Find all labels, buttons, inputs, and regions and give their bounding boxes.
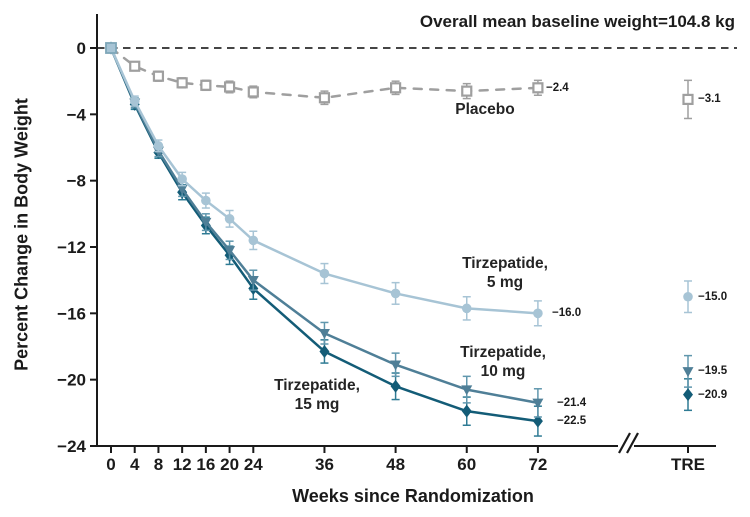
x-axis-tick-label: 12 <box>173 455 192 474</box>
placebo-series-label-text: Placebo <box>455 101 515 118</box>
placebo-week72-value-label: −2.4 <box>546 82 569 94</box>
series-placebo-marker <box>532 82 544 94</box>
x-axis-title: Weeks since Randomization <box>292 486 534 506</box>
tirzepatide-5mg-label-line1: Tirzepatide, <box>462 255 548 272</box>
tirzepatide-5mg-week72-value-label: −16.0 <box>552 307 582 319</box>
tirzepatide-15mg-label-line1: Tirzepatide, <box>274 377 360 394</box>
series-tirzepatide-5-mg-marker <box>224 214 235 224</box>
series-placebo-marker <box>152 70 165 82</box>
placebo-series-label: Placebo <box>435 100 535 119</box>
series-placebo-marker <box>247 86 259 98</box>
series-tirzepatide-5-mg-marker <box>248 235 259 246</box>
series-placebo-marker <box>200 79 212 91</box>
series-placebo-marker <box>129 60 141 72</box>
x-axis-tick-label: 0 <box>106 455 115 474</box>
series-tirzepatide-5-mg-marker <box>201 195 211 206</box>
x-axis-tick-label: 36 <box>315 455 334 474</box>
x-axis-tick-label: 72 <box>528 455 547 474</box>
series-placebo-marker <box>461 85 473 97</box>
series-placebo-marker <box>318 92 331 104</box>
baseline-weight-annotation: Overall mean baseline weight=104.8 kg <box>419 12 735 31</box>
series-placebo-marker <box>390 82 402 94</box>
series-tirzepatide-5-mg-marker <box>533 308 543 319</box>
series-tirzepatide-5-mg-marker <box>319 268 330 279</box>
series-tirzepatide-5-mg-marker <box>390 288 401 299</box>
y-axis-tick-label: −20 <box>57 371 86 390</box>
series-tirzepatide-10-mg-marker <box>224 246 236 257</box>
series-placebo-marker <box>223 81 236 93</box>
tirzepatide-10mg-label-line2: 10 mg <box>480 363 526 380</box>
series-tirzepatide-10-mg-marker <box>200 217 212 228</box>
series-placebo-line <box>109 46 540 99</box>
y-axis-tick-label: −8 <box>67 172 86 191</box>
x-axis-tick-label: 8 <box>154 455 163 474</box>
series-tirzepatide-5-mg-marker <box>461 303 472 314</box>
y-axis-tick-label: −24 <box>57 437 86 456</box>
y-axis-tick-label: −12 <box>57 238 86 257</box>
series-tirzepatide-10-mg-marker <box>532 398 544 409</box>
tirzepatide-5mg-series-label: Tirzepatide, 5 mg <box>445 254 565 292</box>
tirzepatide-15mg-series-label: Tirzepatide, 15 mg <box>257 376 377 414</box>
baseline-cluster-marker <box>105 42 117 54</box>
series-tirzepatide-10-mg-marker <box>318 329 330 340</box>
series-placebo-tre-marker <box>682 93 694 106</box>
series-tirzepatide-10-mg-marker <box>461 385 473 396</box>
series-tirzepatide-15-mg-marker <box>461 404 472 418</box>
y-axis-tick-label: −16 <box>57 304 86 323</box>
tirzepatide-10mg-week72-value-label: −21.4 <box>557 397 587 409</box>
y-axis-tick-label: 0 <box>77 39 86 58</box>
y-axis-tick-label: −4 <box>67 105 87 124</box>
series-tirzepatide-15-mg-marker <box>532 414 543 428</box>
x-axis-tick-label: 24 <box>244 455 263 474</box>
series-tirzepatide-15-mg-marker <box>390 379 401 393</box>
x-axis-tick-label: 4 <box>130 455 140 474</box>
series-tirzepatide-15-mg-marker <box>319 344 330 358</box>
series-tirzepatide-5-mg-marker <box>129 96 140 106</box>
tirzepatide-15mg-tre-value-label: −20.9 <box>698 389 728 401</box>
series-tirzepatide-10-mg-tre-marker <box>682 367 694 378</box>
x-axis-tick-label: 48 <box>386 455 405 474</box>
series-tirzepatide-10-mg-marker <box>247 275 259 286</box>
x-axis-tick-label: 60 <box>457 455 476 474</box>
axis-break-slash <box>618 432 631 454</box>
x-axis-tick-label: 16 <box>196 455 215 474</box>
axis-break-slash <box>626 432 639 454</box>
tirzepatide-5mg-tre-value-label: −15.0 <box>698 291 728 303</box>
placebo-tre-value-label: −3.1 <box>698 93 721 105</box>
series-tirzepatide-5-mg-marker <box>177 174 187 184</box>
tirzepatide-10mg-tre-value-label: −19.5 <box>698 365 728 377</box>
tirzepatide-10mg-series-label: Tirzepatide, 10 mg <box>443 343 563 381</box>
series-placebo-marker <box>176 77 188 89</box>
tirzepatide-15mg-label-line2: 15 mg <box>294 396 340 413</box>
series-tirzepatide-10-mg-marker <box>390 360 402 371</box>
tre-axis-tick-label: TRE <box>671 455 705 474</box>
series-tirzepatide-5-mg-marker <box>153 141 164 151</box>
y-axis-title: Percent Change in Body Weight <box>11 98 32 371</box>
x-axis-tick-label: 20 <box>220 455 239 474</box>
series-tirzepatide-15-mg-tre-marker <box>683 388 693 402</box>
tirzepatide-10mg-label-line1: Tirzepatide, <box>460 344 546 361</box>
tirzepatide-5mg-label-line2: 5 mg <box>486 274 524 291</box>
axis-break-gap <box>618 442 634 451</box>
series-tirzepatide-10-mg-marker <box>176 184 188 195</box>
tirzepatide-15mg-week72-value-label: −22.5 <box>557 415 587 427</box>
series-tirzepatide-5-mg-tre-marker <box>683 291 693 302</box>
